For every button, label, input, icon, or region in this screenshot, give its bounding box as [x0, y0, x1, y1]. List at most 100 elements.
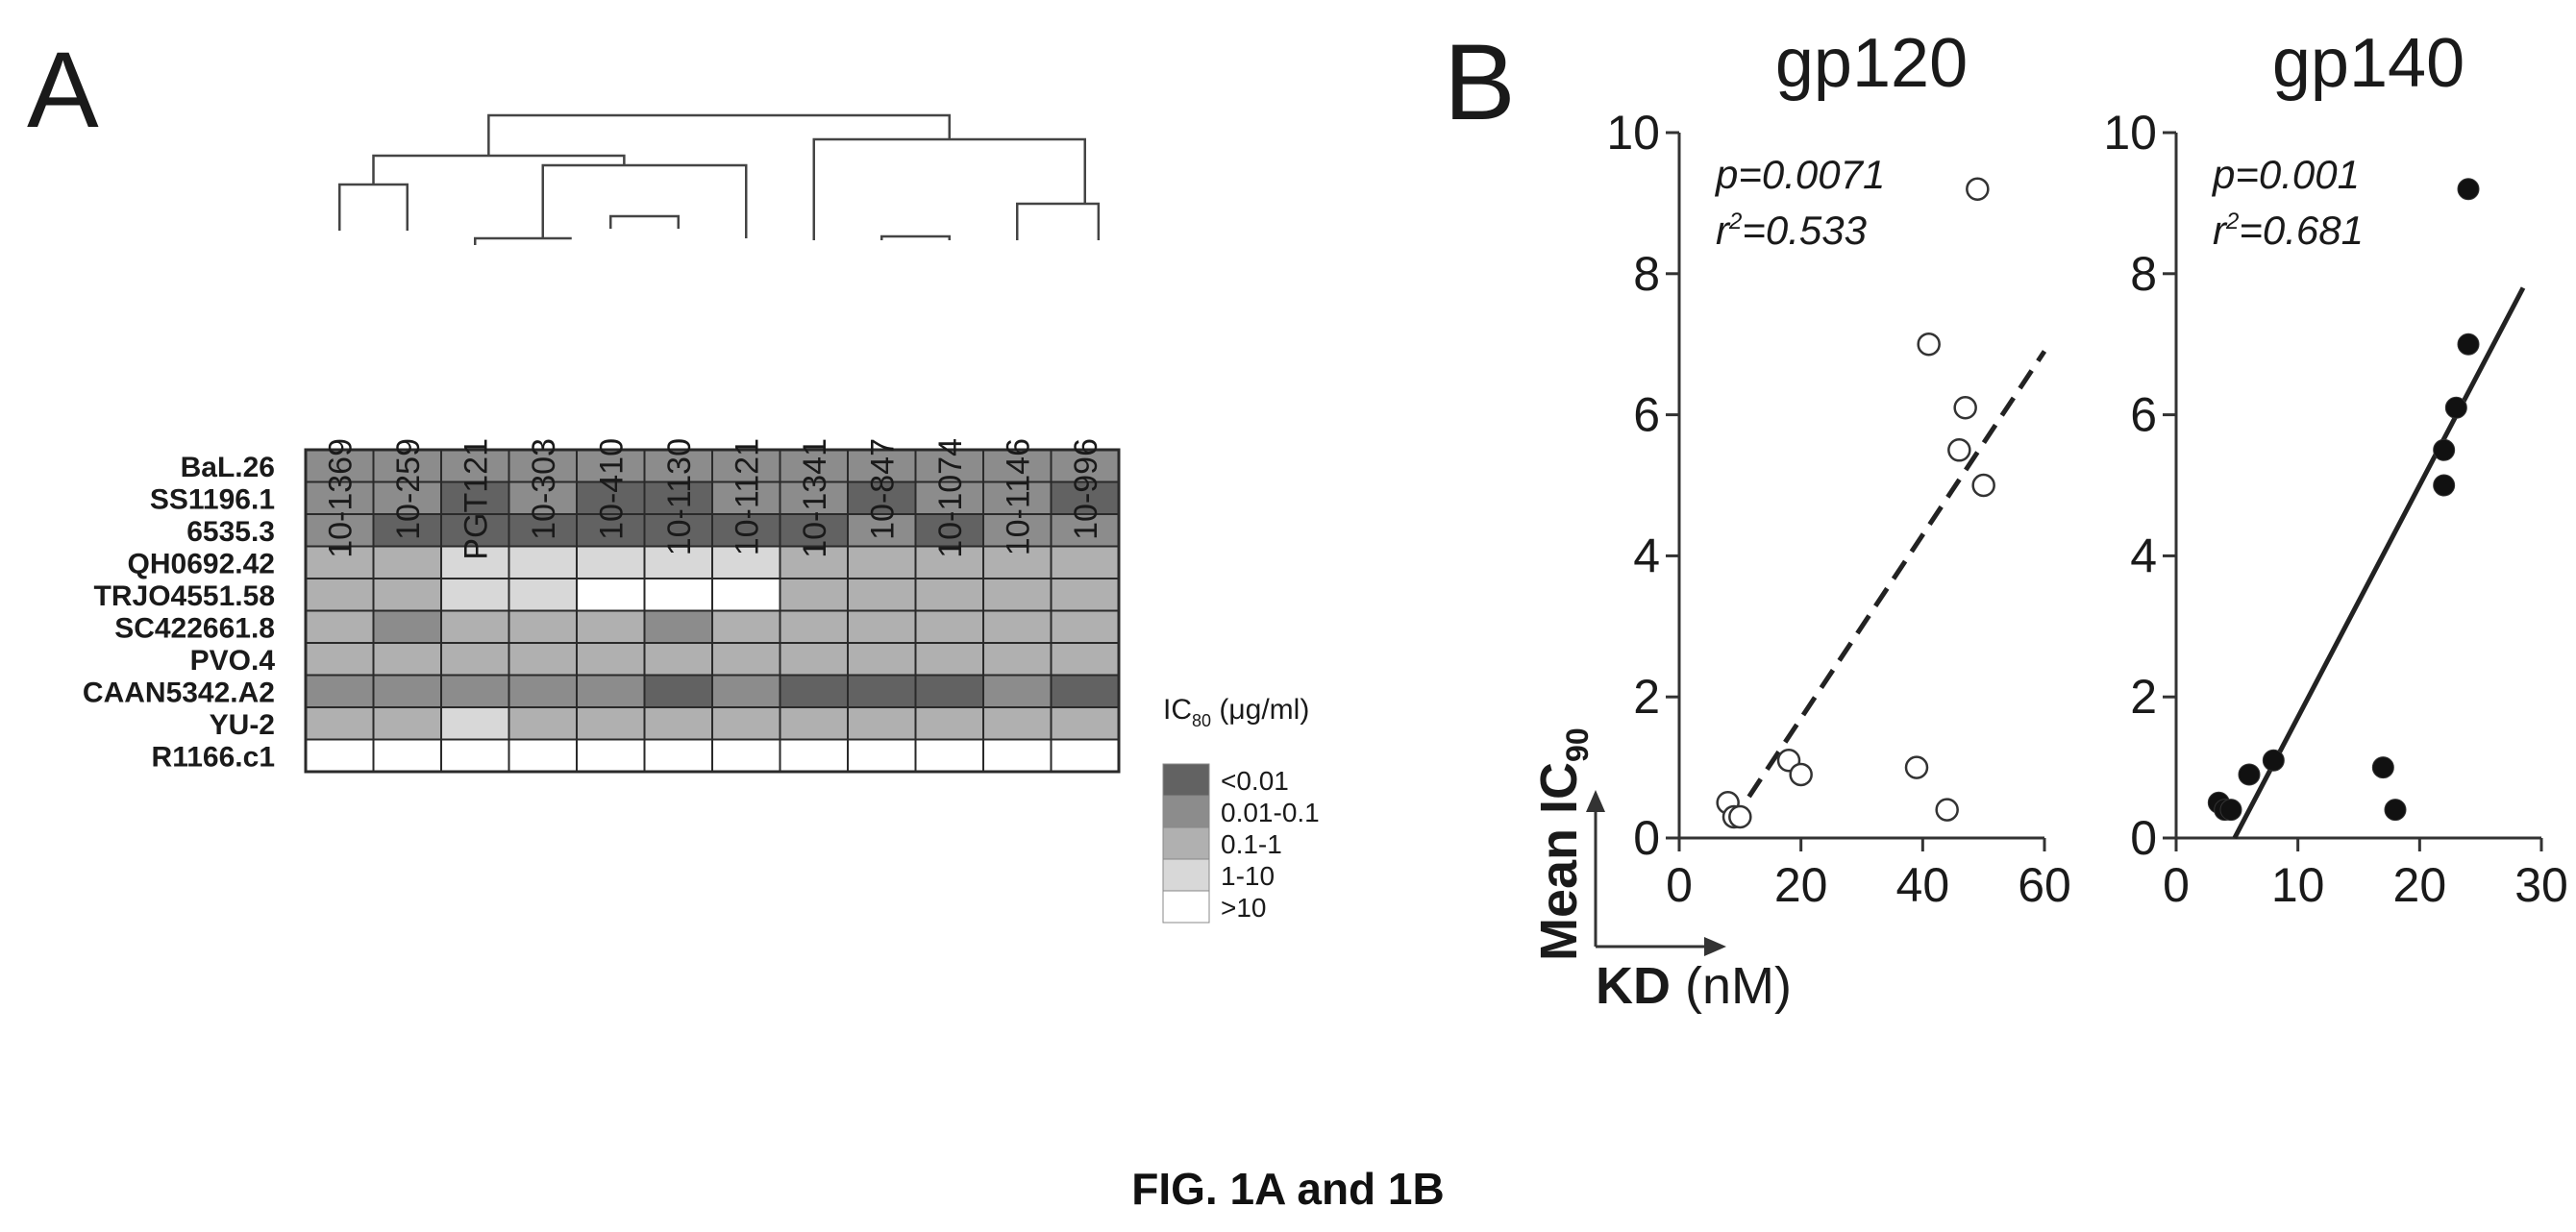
- heatmap-cell: [914, 449, 984, 483]
- heatmap-legend: IC80 (μg/ml) <0.010.01-0.10.1-11-10>10: [1162, 694, 1320, 924]
- data-point: [1947, 438, 1971, 462]
- annotation-r2-post: =0.533: [1742, 208, 1867, 253]
- y-tick-label: 0: [2130, 811, 2157, 865]
- y-tick-label: 0: [1633, 811, 1660, 865]
- y-tick-label: 10: [2103, 106, 2157, 160]
- heatmap-cell: [1050, 706, 1120, 741]
- heatmap-cell: [305, 545, 375, 579]
- key-x-arrowhead: [1704, 937, 1726, 956]
- heatmap-cell: [847, 674, 917, 708]
- panel-b-xlabel: KD (nM): [1596, 957, 1792, 1015]
- x-tick-label: 60: [2018, 858, 2071, 912]
- heatmap-cell: [576, 609, 646, 644]
- y-tick-label: 4: [2130, 529, 2157, 582]
- dendrogram-branch: [474, 236, 572, 245]
- heatmap-row-label: QH0692.42: [128, 548, 275, 579]
- panel-label-b: B: [1444, 22, 1516, 142]
- heatmap-cell: [982, 578, 1053, 612]
- annotation-r2-post: =0.681: [2239, 208, 2364, 253]
- heatmap-cell: [508, 642, 578, 677]
- y-tick-label: 8: [2130, 247, 2157, 301]
- fit-line: [2232, 286, 2526, 840]
- legend-label: <0.01: [1221, 766, 1289, 796]
- heatmap-column-label: 10-1121: [729, 438, 765, 555]
- dendrogram-branch: [812, 137, 1086, 240]
- legend-swatch: [1162, 858, 1210, 892]
- heatmap-cell: [372, 578, 442, 612]
- heatmap-cell: [508, 545, 578, 579]
- legend-swatch: [1162, 890, 1210, 924]
- heatmap-column-label: 10-410: [593, 438, 630, 540]
- heatmap-cell: [914, 674, 984, 708]
- legend-title-sub: 80: [1192, 711, 1211, 730]
- panel-b-ylabel: Mean IC90: [1530, 727, 1595, 961]
- heatmap-cell: [576, 738, 646, 773]
- heatmap-column-label: 10-1074: [932, 438, 969, 558]
- heatmap-panel: BaL.26SS1196.16535.3QH0692.42TRJO4551.58…: [83, 113, 1121, 774]
- heatmap-cell: [305, 578, 375, 612]
- annotation-p: p=0.001: [2211, 152, 2360, 197]
- heatmap-cell: [711, 738, 781, 773]
- heatmap-cell: [711, 674, 781, 708]
- heatmap-border: [304, 448, 1121, 774]
- heatmap-cell: [982, 480, 1053, 515]
- heatmap-cell: [1050, 449, 1120, 483]
- y-tick-label: 2: [1633, 670, 1660, 724]
- annotation-r2-sup: 2: [1728, 209, 1742, 234]
- heatmap-cell: [643, 674, 713, 708]
- heatmap-cell: [914, 738, 984, 773]
- heatmap-cell: [847, 706, 917, 741]
- y-tick-label: 8: [1633, 247, 1660, 301]
- heatmap-cell: [711, 578, 781, 612]
- heatmap-cell: [643, 642, 713, 677]
- heatmap-cell: [779, 642, 849, 677]
- data-point: [1917, 332, 1941, 357]
- data-point: [2238, 763, 2261, 786]
- heatmap-cell: [372, 609, 442, 644]
- heatmap-cell: [914, 578, 984, 612]
- heatmap-cell: [847, 738, 917, 773]
- heatmap-column-label: 10-303: [526, 438, 562, 540]
- fit-line: [1728, 350, 2047, 825]
- scatter-title: gp140: [2272, 25, 2465, 102]
- heatmap-cell: [643, 706, 713, 741]
- heatmap-cell: [847, 578, 917, 612]
- heatmap-cell: [305, 706, 375, 741]
- heatmap-cell: [643, 609, 713, 644]
- heatmap-cell: [440, 578, 510, 612]
- dendrogram-branch: [338, 183, 409, 231]
- heatmap-cell: [1050, 545, 1120, 579]
- data-point: [2433, 438, 2456, 461]
- data-point: [1904, 755, 1929, 779]
- heatmap-cell: [372, 642, 442, 677]
- heatmap-cell: [779, 480, 849, 515]
- heatmap-row-label: 6535.3: [186, 516, 275, 548]
- x-tick-label: 0: [1666, 858, 1693, 912]
- heatmap-cell: [711, 480, 781, 515]
- x-tick-label: 20: [1774, 858, 1828, 912]
- data-point: [1971, 473, 1995, 498]
- heatmap-cell: [305, 642, 375, 677]
- dendrogram-branch: [541, 163, 748, 238]
- heatmap-cell: [508, 480, 578, 515]
- heatmap-column-label: 10-1130: [661, 438, 698, 555]
- heatmap-cell: [847, 545, 917, 579]
- panel-label-a: A: [27, 30, 99, 150]
- heatmap-cell: [576, 545, 646, 579]
- ylabel-sub: 90: [1560, 727, 1595, 762]
- data-point: [2384, 799, 2407, 822]
- heatmap-row-label: CAAN5342.A2: [83, 677, 275, 708]
- heatmap-cell: [982, 706, 1053, 741]
- heatmap-cell: [576, 513, 646, 548]
- data-point: [2444, 396, 2467, 419]
- heatmap-cell: [576, 674, 646, 708]
- heatmap-cell: [576, 480, 646, 515]
- heatmap-cell: [779, 449, 849, 483]
- x-tick-label: 20: [2393, 858, 2447, 912]
- heatmap-row-label: R1166.c1: [152, 741, 275, 773]
- heatmap-cell: [914, 706, 984, 741]
- heatmap-cell: [643, 738, 713, 773]
- y-tick-label: 10: [1606, 106, 1660, 160]
